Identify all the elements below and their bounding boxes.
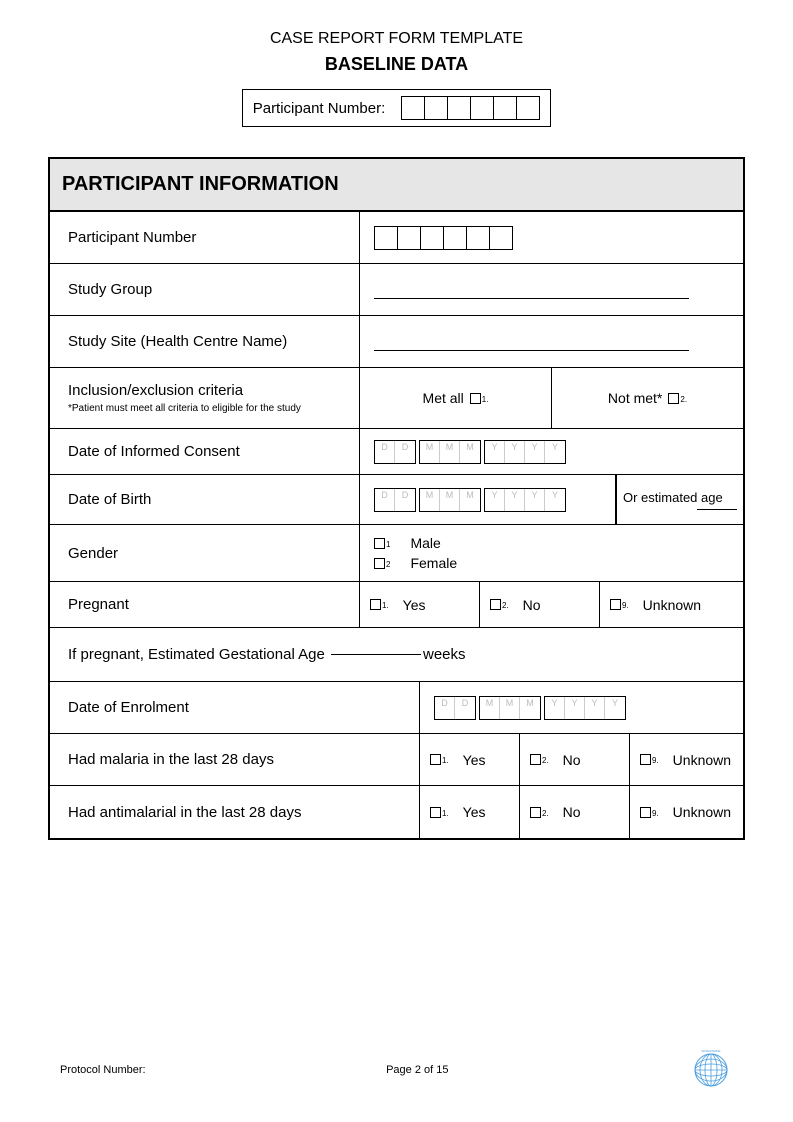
label-study-group: Study Group: [50, 264, 360, 315]
row-dob: Date of Birth DD MMM YYYY Or estimated a…: [50, 475, 743, 525]
gestational-age-input[interactable]: [331, 654, 421, 655]
gender-male[interactable]: 1 Male: [374, 535, 457, 551]
malaria-yes[interactable]: 1. Yes: [420, 734, 520, 785]
label-malaria: Had malaria in the last 28 days: [50, 734, 420, 785]
label-consent-date: Date of Informed Consent: [50, 429, 360, 474]
antimalarial-unknown[interactable]: 9. Unknown: [630, 786, 743, 838]
label-enrolment: Date of Enrolment: [50, 682, 420, 733]
row-criteria: Inclusion/exclusion criteria *Patient mu…: [50, 368, 743, 429]
row-enrolment: Date of Enrolment DD MMM YYYY: [50, 682, 743, 734]
label-pregnant: Pregnant: [50, 582, 360, 627]
row-gender: Gender 1 Male 2 Female: [50, 525, 743, 582]
section-header: PARTICIPANT INFORMATION: [50, 159, 743, 212]
dob-input[interactable]: DD MMM YYYY: [374, 488, 569, 512]
label-criteria: Inclusion/exclusion criteria *Patient mu…: [50, 368, 360, 428]
row-consent-date: Date of Informed Consent DD MMM YYYY: [50, 429, 743, 475]
participant-number-input[interactable]: [374, 226, 513, 250]
participant-number-label: Participant Number:: [253, 100, 386, 117]
study-site-input[interactable]: [374, 333, 689, 351]
label-dob: Date of Birth: [50, 475, 360, 524]
label-antimalarial: Had antimalarial in the last 28 days: [50, 786, 420, 838]
header-subtitle: BASELINE DATA: [48, 54, 745, 75]
row-study-site: Study Site (Health Centre Name): [50, 316, 743, 368]
page-footer: Protocol Number: Page 2 of 15 WORLDWIDE: [0, 1048, 793, 1092]
consent-date-input[interactable]: DD MMM YYYY: [374, 440, 569, 464]
enrolment-date-input[interactable]: DD MMM YYYY: [434, 696, 629, 720]
antimalarial-yes[interactable]: 1. Yes: [420, 786, 520, 838]
footer-protocol: Protocol Number:: [60, 1064, 146, 1076]
row-participant-number: Participant Number: [50, 212, 743, 264]
label-gender: Gender: [50, 525, 360, 581]
pregnant-yes[interactable]: 1. Yes: [360, 582, 480, 627]
participant-number-input-header[interactable]: [401, 96, 540, 120]
row-study-group: Study Group: [50, 264, 743, 316]
gestational-suffix: weeks: [423, 646, 466, 663]
study-group-input[interactable]: [374, 281, 689, 299]
criteria-met-all[interactable]: Met all 1.: [360, 368, 552, 428]
svg-text:WORLDWIDE: WORLDWIDE: [701, 1049, 720, 1053]
participant-info-table: PARTICIPANT INFORMATION Participant Numb…: [48, 157, 745, 840]
label-study-site: Study Site (Health Centre Name): [50, 316, 360, 367]
globe-logo-icon: WORLDWIDE: [689, 1048, 733, 1092]
criteria-not-met[interactable]: Not met* 2.: [552, 368, 743, 428]
header-title: CASE REPORT FORM TEMPLATE: [48, 30, 745, 48]
row-malaria: Had malaria in the last 28 days 1. Yes 2…: [50, 734, 743, 786]
row-antimalarial: Had antimalarial in the last 28 days 1. …: [50, 786, 743, 838]
row-pregnant: Pregnant 1. Yes 2. No 9. Unknown: [50, 582, 743, 628]
estimated-age[interactable]: Or estimated age: [615, 475, 743, 524]
pregnant-unknown[interactable]: 9. Unknown: [600, 582, 743, 627]
malaria-no[interactable]: 2. No: [520, 734, 630, 785]
pregnant-no[interactable]: 2. No: [480, 582, 600, 627]
participant-box: Participant Number:: [48, 89, 745, 127]
gender-female[interactable]: 2 Female: [374, 555, 457, 571]
antimalarial-no[interactable]: 2. No: [520, 786, 630, 838]
malaria-unknown[interactable]: 9. Unknown: [630, 734, 743, 785]
label-participant-number: Participant Number: [50, 212, 360, 263]
row-gestational-age: If pregnant, Estimated Gestational Age w…: [50, 628, 743, 682]
footer-page: Page 2 of 15: [386, 1064, 448, 1076]
gestational-prefix: If pregnant, Estimated Gestational Age: [68, 646, 325, 663]
